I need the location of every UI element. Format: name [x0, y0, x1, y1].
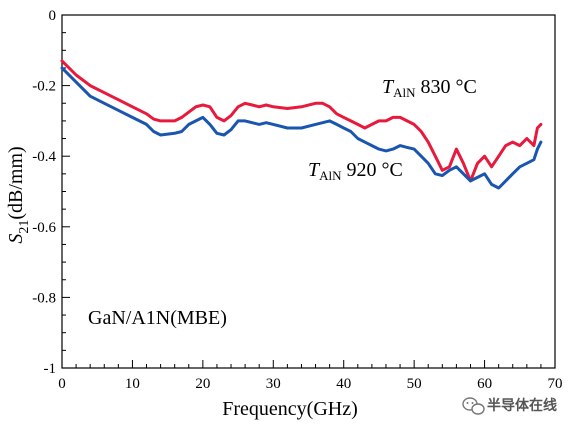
x-tick-label: 10: [125, 376, 140, 392]
x-tick-label: 60: [477, 376, 492, 392]
y-tick-label: -0.4: [32, 149, 56, 165]
y-tick-label: -0.8: [32, 290, 56, 306]
series-line-830c: [60, 59, 543, 183]
y-tick-label: -0.6: [32, 220, 56, 236]
y-tick-label: -1: [44, 361, 57, 377]
y-tick-label: 0: [49, 8, 57, 24]
x-tick-label: 20: [195, 376, 210, 392]
y-tick-label: -0.2: [32, 79, 56, 95]
watermark: 半导体在线: [462, 397, 557, 415]
sample-label: GaN/A1N(MBE): [88, 307, 227, 329]
series-line-920c: [60, 66, 543, 190]
x-tick-label: 0: [58, 376, 66, 392]
wechat-icon: [462, 397, 485, 415]
label-920: TAlN 920 °C: [308, 159, 403, 183]
x-tick-label: 30: [266, 376, 281, 392]
label-830: TAlN 830 °C: [382, 76, 477, 100]
watermark-text: 半导体在线: [487, 397, 557, 414]
x-tick-label: 70: [548, 376, 563, 392]
x-axis-title: Frequency(GHz): [222, 398, 358, 420]
x-tick-label: 50: [407, 376, 422, 392]
x-tick-label: 40: [336, 376, 351, 392]
y-axis-title: S21(dB/mm): [5, 146, 32, 243]
